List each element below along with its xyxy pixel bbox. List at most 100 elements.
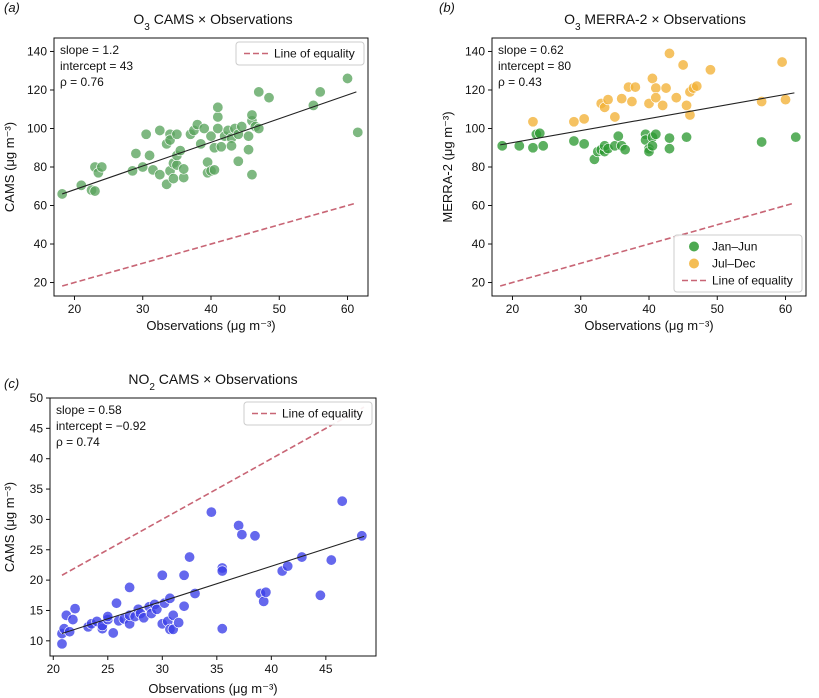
data-point — [609, 111, 621, 123]
data-point — [780, 94, 792, 106]
y-tick-label: 140 — [465, 44, 485, 58]
title-rest: MERRA-2 × Observations — [581, 11, 746, 27]
data-point — [167, 173, 179, 185]
data-point — [236, 529, 248, 541]
data-point — [646, 140, 658, 152]
data-point — [184, 551, 196, 563]
data-point — [212, 101, 224, 113]
data-point — [684, 109, 696, 121]
legend-label: Jul–Dec — [712, 257, 755, 271]
data-point — [225, 140, 237, 152]
y-tick-label: 25 — [30, 543, 44, 557]
y-axis-label: CAMS (μg m⁻³) — [2, 122, 17, 212]
y-tick-label: 50 — [30, 391, 44, 405]
legend-marker-swatch — [689, 258, 699, 269]
chart-title: NO2 CAMS × Observations — [128, 371, 297, 393]
data-point — [325, 554, 337, 566]
stat-text: intercept = 43 — [60, 59, 133, 73]
legend: Line of equality — [235, 41, 365, 66]
stat-text: ρ = 0.43 — [498, 75, 542, 89]
data-point — [208, 164, 220, 176]
y-tick-label: 60 — [472, 199, 486, 213]
title-rest: CAMS × Observations — [150, 11, 293, 27]
stat-text: slope = 0.58 — [56, 403, 122, 417]
title-subscript: 3 — [144, 22, 150, 33]
y-tick-label: 80 — [472, 160, 486, 174]
data-point — [681, 131, 693, 143]
data-point — [629, 81, 641, 93]
data-point — [212, 111, 224, 123]
data-point — [216, 565, 228, 577]
plot-area — [56, 406, 368, 650]
data-point — [681, 99, 693, 111]
data-point — [144, 149, 156, 161]
data-point — [154, 124, 166, 136]
data-point — [137, 161, 149, 173]
title-main: O — [133, 11, 144, 27]
y-tick-label: 40 — [472, 237, 486, 251]
x-tick-label: 25 — [101, 662, 115, 676]
title-main: O — [564, 11, 575, 27]
data-point — [154, 169, 166, 181]
legend-label: Line of equality — [282, 407, 363, 421]
data-point — [205, 130, 217, 142]
data-point — [527, 142, 539, 154]
data-point — [64, 626, 76, 638]
plot-area — [56, 72, 364, 287]
y-tick-label: 15 — [30, 603, 44, 617]
regression-line — [61, 535, 365, 635]
data-point — [189, 587, 201, 599]
panel-a: (a) O3 CAMS × Observations 20 30 40 50 60 20 40 6… — [2, 0, 369, 333]
y-axis-label: MERRA-2 (μg m⁻³) — [440, 111, 455, 222]
data-point — [216, 623, 228, 635]
data-point — [534, 127, 546, 139]
data-point — [619, 144, 631, 156]
stat-text: intercept = 80 — [498, 59, 571, 73]
data-point — [663, 47, 675, 59]
data-point — [89, 185, 101, 197]
data-point — [568, 116, 580, 128]
x-tick-label: 45 — [319, 662, 333, 676]
title-subscript: 3 — [575, 22, 581, 33]
legend-box — [243, 401, 373, 426]
y-tick-label: 30 — [30, 512, 44, 526]
y-tick-label: 100 — [27, 121, 47, 135]
data-point — [568, 135, 580, 147]
chart-title: O3 MERRA-2 × Observations — [564, 11, 746, 33]
x-tick-label: 20 — [68, 302, 82, 316]
data-point — [691, 80, 703, 92]
data-point — [602, 94, 614, 106]
y-axis-label: CAMS (μg m⁻³) — [2, 482, 17, 572]
equality-line — [61, 202, 357, 287]
data-point — [198, 122, 210, 134]
plot-frame — [491, 37, 807, 297]
data-point — [663, 132, 675, 144]
x-tick-label: 40 — [204, 302, 218, 316]
y-tick-label: 20 — [472, 276, 486, 290]
data-point — [314, 589, 326, 601]
stat-text: ρ = 0.76 — [60, 75, 104, 89]
x-tick-label: 60 — [779, 302, 793, 316]
data-point — [342, 72, 354, 84]
data-point — [215, 141, 227, 153]
data-point — [670, 92, 682, 104]
data-point — [69, 603, 81, 615]
data-point — [124, 581, 136, 593]
legend-box — [673, 234, 803, 293]
stat-text: slope = 1.2 — [60, 43, 119, 57]
data-point — [205, 506, 217, 518]
data-point — [663, 143, 675, 155]
plot-area — [496, 47, 802, 287]
data-point — [156, 569, 168, 581]
data-point — [232, 155, 244, 167]
plot-frame — [49, 397, 377, 657]
panel-label: (b) — [439, 0, 455, 15]
data-point — [263, 92, 275, 104]
panel-label: (c) — [4, 376, 19, 391]
data-point — [314, 86, 326, 98]
data-point — [173, 617, 185, 629]
data-point — [352, 126, 364, 138]
chart-title: O3 CAMS × Observations — [133, 11, 292, 33]
data-point — [677, 59, 689, 71]
data-point — [336, 495, 348, 507]
